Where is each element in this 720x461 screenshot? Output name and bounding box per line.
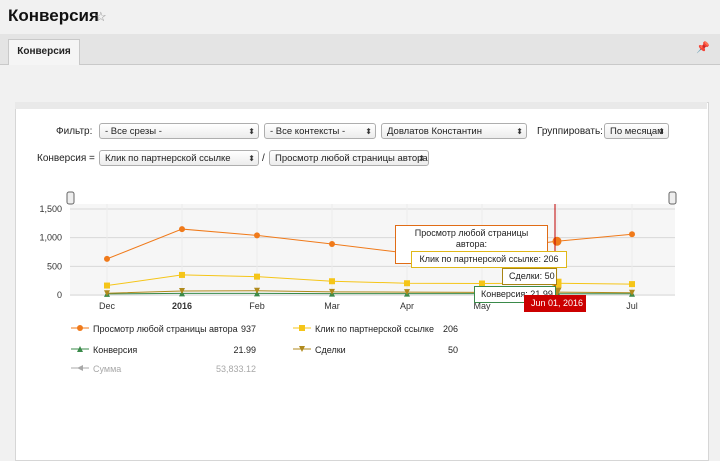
legend-value-views: 937 bbox=[220, 324, 256, 334]
legend-item-conversion[interactable]: Конверсия bbox=[93, 345, 137, 355]
legend-marker-icon bbox=[77, 365, 83, 371]
legend-value-deals: 50 bbox=[420, 345, 458, 355]
legend-item-views[interactable]: Просмотр любой страницы автора bbox=[93, 324, 238, 334]
legend-item-clicks[interactable]: Клик по партнерской ссылке bbox=[315, 324, 434, 334]
legend-value-sum: 53,833.12 bbox=[200, 364, 256, 374]
legend-value-clicks: 206 bbox=[420, 324, 458, 334]
legend-value-conversion: 21.99 bbox=[214, 345, 256, 355]
legend-item-sum[interactable]: Сумма bbox=[93, 364, 121, 374]
legend-item-deals[interactable]: Сделки bbox=[315, 345, 346, 355]
legend-marker-icon bbox=[299, 325, 305, 331]
legend-marker-icon bbox=[77, 325, 83, 331]
